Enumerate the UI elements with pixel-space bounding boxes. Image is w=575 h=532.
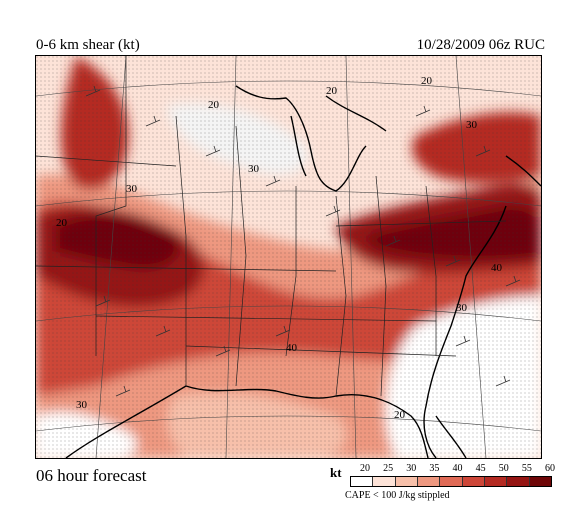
contour-label: 40 (491, 262, 503, 274)
legend-ticks: 20 25 30 35 40 45 50 55 60 (360, 463, 555, 475)
legend-tick: 50 (498, 463, 509, 474)
legend-swatch (351, 477, 374, 486)
contour-label: 30 (76, 399, 88, 411)
forecast-datetime: 10/28/2009 06z RUC (416, 37, 545, 53)
contour-label: 40 (286, 342, 298, 354)
legend-unit: kt (330, 465, 342, 480)
legend-tick: 35 (429, 463, 440, 474)
legend-note: CAPE < 100 J/kg stippled (345, 490, 450, 501)
legend-tick: 25 (383, 463, 394, 474)
contour-label: 30 (456, 302, 468, 314)
contour-label: 30 (126, 183, 138, 195)
legend-swatch (529, 477, 551, 486)
contour-labels: 20 20 20 30 30 30 20 40 40 30 30 20 (56, 75, 503, 421)
legend-color-bar (350, 476, 552, 487)
contour-label: 20 (326, 85, 338, 97)
contour-label: 20 (394, 409, 406, 421)
legend-tick: 40 (452, 463, 463, 474)
wind-barbs (85, 85, 521, 397)
graticule (36, 56, 541, 458)
legend-swatch (462, 477, 485, 486)
contour-label: 20 (56, 217, 68, 229)
legend-tick: 55 (521, 463, 532, 474)
legend-tick: 30 (406, 463, 417, 474)
contour-label: 20 (421, 75, 433, 87)
contour-label: 30 (466, 119, 478, 131)
legend-swatch (440, 477, 463, 486)
state-borders (36, 56, 507, 397)
shear-map-svg: 20 20 20 30 30 30 20 40 40 30 30 20 (36, 56, 541, 458)
contour-label: 30 (248, 163, 260, 175)
legend-tick: 45 (475, 463, 486, 474)
legend-swatch (484, 477, 508, 486)
legend-swatch (395, 477, 418, 486)
legend-tick: 60 (545, 463, 555, 474)
contour-label: 20 (208, 99, 220, 111)
legend-swatch (373, 477, 396, 486)
cape-stipple (36, 56, 541, 458)
legend-swatch (507, 477, 530, 486)
color-legend: kt 20 25 30 35 40 45 50 55 60 CAPE < 100… (330, 463, 555, 503)
map-panel: 20 20 20 30 30 30 20 40 40 30 30 20 (35, 55, 542, 459)
legend-tick: 20 (360, 463, 370, 474)
chart-title: 0-6 km shear (kt) (36, 37, 140, 53)
forecast-hour-label: 06 hour forecast (36, 466, 147, 485)
legend-swatch (417, 477, 441, 486)
